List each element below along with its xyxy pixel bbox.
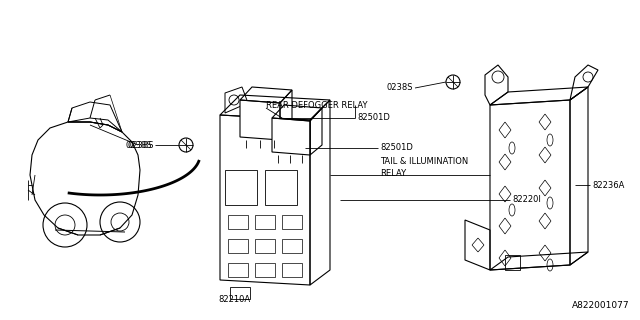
Text: TAIL & ILLUMINATION: TAIL & ILLUMINATION [380,156,468,165]
Text: REAR DEFOGGER RELAY: REAR DEFOGGER RELAY [266,100,367,109]
Text: RELAY: RELAY [380,169,406,178]
Text: 0238S: 0238S [125,140,152,149]
Bar [225,170,257,205]
Text: A822001077: A822001077 [572,301,630,310]
Text: 82501D: 82501D [357,114,390,123]
Text: 82236A: 82236A [592,180,625,189]
Text: 82220I: 82220I [512,196,541,204]
Bar [282,215,302,229]
Bar [282,239,302,253]
Polygon shape [272,118,310,155]
Bar [228,239,248,253]
Text: 0238S: 0238S [387,84,413,92]
Polygon shape [240,100,280,140]
Text: 82210A: 82210A [218,295,250,305]
Bar [230,287,250,299]
Bar [255,239,275,253]
Bar [505,255,520,270]
Polygon shape [220,115,310,285]
Bar [282,263,302,277]
Text: 82501D: 82501D [380,143,413,153]
Bar [255,215,275,229]
Bar [228,215,248,229]
Bar [265,170,297,205]
Bar [255,263,275,277]
Bar [228,263,248,277]
Polygon shape [490,100,570,270]
Text: 0238S: 0238S [127,140,154,149]
